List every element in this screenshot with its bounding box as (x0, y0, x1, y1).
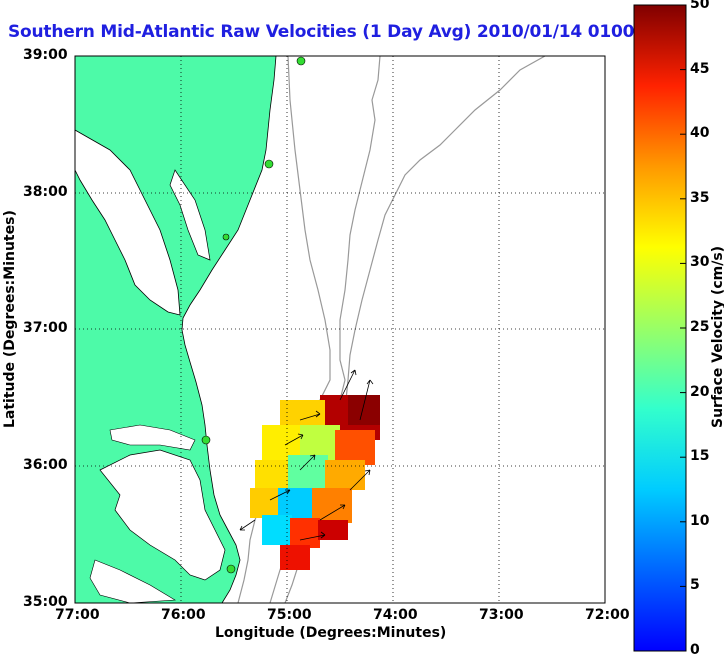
colorbar-tick-label: 50 (690, 0, 710, 12)
colorbar-tick-label: 30 (690, 254, 710, 270)
colorbar-tick-label: 20 (690, 384, 710, 400)
y-axis-label: Latitude (Degrees:Minutes) (2, 210, 18, 428)
velocity-arrows (239, 369, 374, 541)
colorbar-tick-label: 45 (690, 61, 710, 77)
colorbar (634, 5, 686, 651)
x-axis-label: Longitude (Degrees:Minutes) (215, 625, 447, 641)
station-marker (296, 56, 306, 66)
y-tick-label: 38:00 (23, 184, 68, 200)
colorbar-tick-label: 0 (690, 642, 700, 658)
y-tick-label: 35:00 (23, 594, 68, 610)
colorbar-label: Surface Velocity (cm/s) (710, 245, 724, 428)
colorbar-tick-label: 15 (690, 448, 710, 464)
x-tick-label: 73:00 (479, 607, 524, 623)
colorbar-tick-label: 25 (690, 319, 710, 335)
map-title: Southern Mid-Atlantic Raw Velocities (1 … (8, 22, 682, 42)
y-tick-label: 36:00 (23, 457, 68, 473)
x-tick-label: 74:00 (373, 607, 418, 623)
colorbar-tick-label: 5 (690, 577, 700, 593)
y-tick-label: 39:00 (23, 47, 68, 63)
pamlico-sound (99, 449, 226, 581)
colorbar-tick-label: 40 (690, 125, 710, 141)
chesapeake-bay (75, 129, 181, 316)
velocity-field (250, 395, 380, 570)
grid-lines (75, 56, 605, 603)
x-tick-label: 75:00 (267, 607, 312, 623)
station-marker (264, 159, 274, 169)
y-tick-label: 37:00 (23, 320, 68, 336)
plot-frame (74, 55, 606, 604)
colorbar-tick-label: 10 (690, 513, 710, 529)
colorbar-tick-label: 35 (690, 190, 710, 206)
station-marker (222, 233, 230, 241)
x-tick-label: 77:00 (55, 607, 100, 623)
station-marker (226, 564, 236, 574)
station-marker (201, 435, 211, 445)
x-tick-label: 72:00 (585, 607, 630, 623)
x-tick-label: 76:00 (161, 607, 206, 623)
